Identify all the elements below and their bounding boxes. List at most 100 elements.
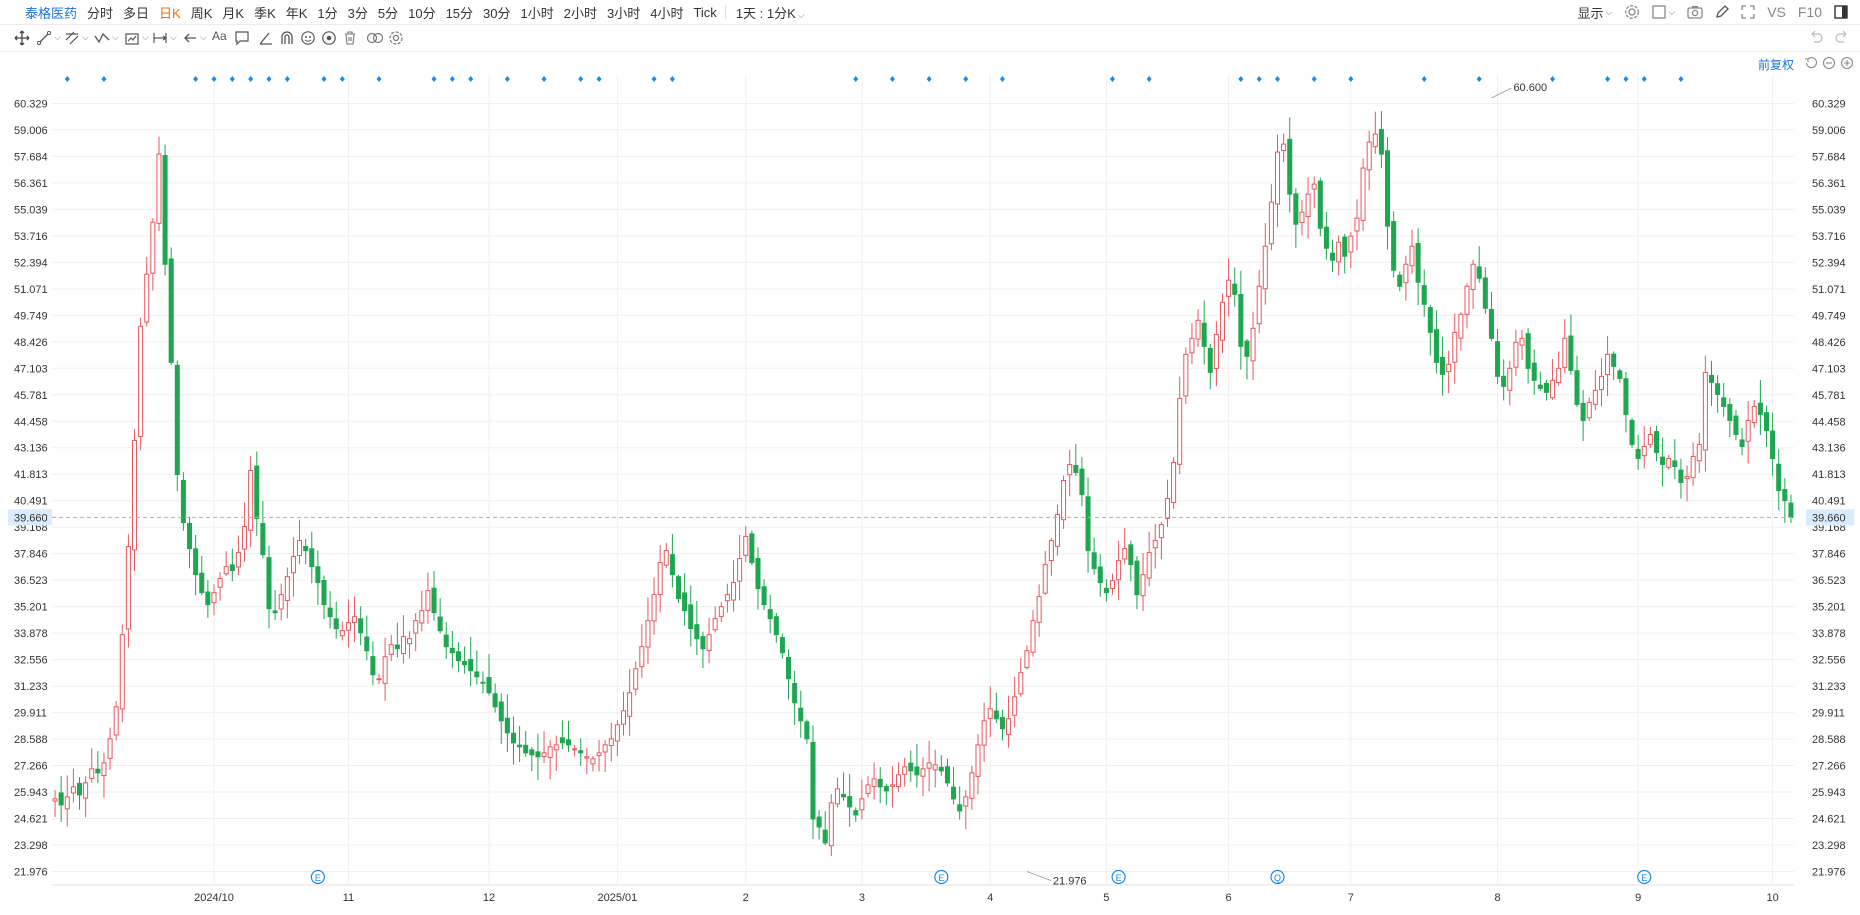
wave-icon[interactable] <box>94 30 110 46</box>
zoom-in-icon[interactable] <box>1840 56 1854 70</box>
candle-body <box>455 651 461 662</box>
candle-body <box>1629 419 1635 445</box>
stock-name-tab[interactable]: 泰格医药 <box>25 5 78 21</box>
period-tab-3min[interactable]: 3分 <box>347 5 368 21</box>
y-tick-label: 25.943 <box>1812 787 1846 799</box>
period-tab-1hour[interactable]: 1小时 <box>520 5 554 21</box>
candle-body <box>1177 397 1183 465</box>
candle-body <box>828 802 834 847</box>
x-tick-label: 3 <box>859 892 865 904</box>
emoji-icon[interactable] <box>300 30 316 46</box>
pencil-icon[interactable] <box>1715 5 1730 19</box>
period-tab-2hour[interactable]: 2小时 <box>563 5 597 21</box>
news-marker <box>449 76 455 82</box>
period-tab-15min[interactable]: 15分 <box>445 5 474 21</box>
move-icon[interactable] <box>14 30 30 46</box>
measure-icon[interactable] <box>124 30 140 46</box>
candle-body <box>1696 443 1702 462</box>
redo-icon[interactable] <box>1834 29 1850 45</box>
range-icon[interactable] <box>152 30 168 46</box>
min-leader-line <box>1026 871 1052 881</box>
period-tab-year-k[interactable]: 年K <box>285 5 308 21</box>
candle-body <box>168 258 174 363</box>
chevron-down-icon[interactable]: ⌵ <box>142 32 149 42</box>
period-tab-3hour[interactable]: 3小时 <box>606 5 641 21</box>
candle-body <box>321 579 327 606</box>
chevron-down-icon[interactable]: ⌵ <box>112 32 119 42</box>
arrow-icon[interactable] <box>182 30 198 46</box>
y-tick-label: 56.361 <box>14 178 48 190</box>
period-tab-tick[interactable]: Tick <box>693 4 717 20</box>
comment-icon[interactable] <box>234 30 250 46</box>
line-icon[interactable] <box>36 30 52 46</box>
candle-body <box>1415 242 1421 283</box>
candle-body <box>523 744 529 754</box>
period-tab-4hour[interactable]: 4小时 <box>650 5 684 21</box>
period-tab-10min[interactable]: 10分 <box>408 5 436 21</box>
y-tick-label: 27.266 <box>14 761 48 773</box>
period-tab-fenshi[interactable]: 分时 <box>87 5 114 21</box>
candle-body <box>1238 293 1244 347</box>
eye-icon[interactable] <box>321 30 337 46</box>
vs-compare-button[interactable]: VS <box>1767 4 1786 20</box>
news-marker <box>963 76 969 82</box>
y-tick-label: 31.233 <box>14 681 48 693</box>
f10-button[interactable]: F10 <box>1797 4 1822 20</box>
magnet-icon[interactable] <box>279 30 295 46</box>
chevron-down-icon[interactable]: ⌵ <box>170 32 177 42</box>
undo-icon[interactable] <box>1808 29 1824 45</box>
period-tab-30min[interactable]: 30分 <box>483 5 511 21</box>
candle-body <box>1770 430 1776 459</box>
chevron-down-icon[interactable]: ⌵ <box>82 32 89 42</box>
chevron-down-icon[interactable]: ⌵ <box>54 32 61 42</box>
reset-icon[interactable] <box>1804 56 1818 70</box>
y-tick-label: 32.556 <box>1812 655 1846 667</box>
candle-body <box>822 829 828 844</box>
candle-body <box>1433 329 1439 363</box>
zoom-out-icon[interactable] <box>1822 56 1836 70</box>
candle-body <box>1708 374 1715 383</box>
candle-body <box>932 764 938 771</box>
candle-body <box>419 610 425 624</box>
period-tab-multi-day[interactable]: 多日 <box>123 5 150 21</box>
text-icon[interactable]: Aa <box>212 29 227 43</box>
y-tick-label: 37.846 <box>1812 549 1846 561</box>
period-tab-5min[interactable]: 5分 <box>377 5 399 21</box>
panel-toggle-icon[interactable] <box>1834 5 1848 19</box>
candle-body <box>620 710 627 725</box>
y-tick-label: 60.329 <box>14 98 48 110</box>
angle-icon[interactable] <box>258 30 274 46</box>
y-axis-right: 60.329 59.006 57.684 56.361 55.039 53.716 52.3… <box>1812 98 1846 878</box>
candle-body <box>1109 580 1115 589</box>
adjustment-label[interactable]: 前复权 <box>1757 58 1794 72</box>
period-tab-week-k[interactable]: 周K <box>190 5 213 21</box>
layout-select[interactable]: ⌵ <box>1652 5 1675 19</box>
fullscreen-icon[interactable] <box>1741 5 1755 19</box>
display-menu[interactable]: 显示 ⌵ <box>1578 3 1613 22</box>
settings-icon[interactable] <box>388 30 404 46</box>
period-tab-quarter-k[interactable]: 季K <box>254 5 276 21</box>
candle-body <box>688 604 694 630</box>
period-tab-1min[interactable]: 1分 <box>317 5 338 21</box>
camera-icon[interactable] <box>1687 5 1703 19</box>
news-marker <box>211 76 217 82</box>
y-tick-label: 24.621 <box>1812 813 1846 825</box>
chart-zoom-controls <box>1804 56 1854 70</box>
channel-icon[interactable] <box>64 30 80 46</box>
news-marker <box>1146 76 1152 82</box>
candle-body <box>1672 460 1678 467</box>
y-tick-label: 21.976 <box>1812 866 1846 878</box>
period-tab-day-k[interactable]: 日K <box>159 5 181 21</box>
trash-icon[interactable] <box>342 30 358 46</box>
candle-body <box>437 616 443 632</box>
period-tab-month-k[interactable]: 月K <box>222 5 245 21</box>
gear-icon[interactable] <box>1624 4 1640 20</box>
candle-body <box>223 566 229 575</box>
link-icon[interactable] <box>366 30 384 46</box>
candle-body <box>1623 378 1629 415</box>
candle-body <box>804 721 810 740</box>
interval-select[interactable]: 1天 : 1分K ⌵ <box>736 3 805 22</box>
chevron-down-icon[interactable]: ⌵ <box>200 32 207 42</box>
candle-body <box>407 638 413 645</box>
